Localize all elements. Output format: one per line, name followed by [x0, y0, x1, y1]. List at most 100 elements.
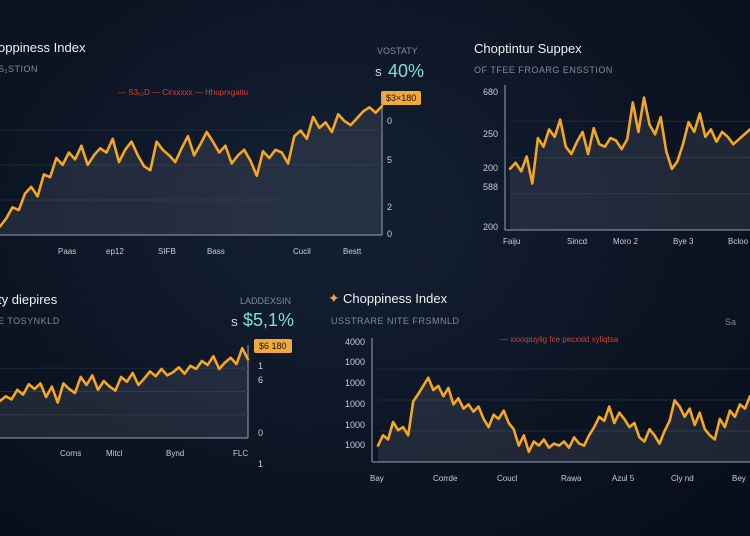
- corner-label: VOSTATY: [377, 46, 418, 56]
- data-point: [137, 154, 139, 157]
- data-point: [628, 426, 631, 428]
- data-point: [514, 161, 517, 164]
- data-point: [583, 444, 585, 447]
- data-point: [178, 366, 180, 369]
- x-tick: Coucl: [497, 474, 518, 483]
- data-point: [255, 175, 258, 177]
- data-point: [683, 416, 686, 418]
- series-area: [0, 348, 248, 438]
- series-line: [0, 104, 384, 228]
- stat-value: 40%: [388, 61, 425, 81]
- chart-subtitle: E TOSYNKLD: [0, 316, 60, 326]
- data-point: [105, 151, 108, 154]
- data-point: [581, 131, 584, 133]
- data-point: [149, 370, 151, 373]
- data-point: [714, 438, 716, 441]
- data-point: [241, 347, 243, 350]
- data-point: [103, 380, 105, 382]
- data-point: [565, 145, 567, 148]
- data-point: [183, 373, 186, 375]
- y-tick: 250: [483, 129, 499, 139]
- data-point: [392, 421, 394, 423]
- data-point: [632, 101, 634, 104]
- data-point: [168, 154, 170, 157]
- data-point: [518, 444, 520, 447]
- y-tick: 4000: [345, 337, 366, 347]
- data-point: [570, 153, 573, 155]
- y-tick: 1: [258, 459, 264, 469]
- data-point: [85, 384, 88, 386]
- corner-label: Sa: [725, 317, 737, 327]
- data-point: [131, 372, 134, 374]
- data-point: [710, 128, 712, 131]
- data-point: [324, 121, 327, 124]
- data-point: [205, 131, 208, 133]
- data-point: [673, 399, 676, 402]
- data-point: [704, 428, 706, 431]
- data-point: [520, 170, 522, 173]
- series-area: [0, 106, 382, 235]
- data-point: [427, 376, 430, 379]
- data-point: [724, 426, 726, 428]
- data-point: [230, 162, 233, 165]
- data-point: [174, 161, 177, 163]
- data-point: [452, 403, 455, 406]
- data-point: [719, 418, 721, 420]
- data-point: [312, 116, 314, 118]
- x-tick: Bye 3: [673, 237, 694, 246]
- series-line: [0, 346, 250, 404]
- chart-subtitle: USSTRARE NITE FRSMNLD: [331, 316, 460, 326]
- data-point: [80, 144, 83, 147]
- data-point: [381, 105, 383, 107]
- data-point: [108, 385, 111, 388]
- data-point: [653, 434, 656, 437]
- data-point: [362, 110, 365, 113]
- corner-label: LADDEXSIN: [240, 296, 292, 306]
- data-point: [447, 387, 450, 389]
- data-point: [51, 385, 53, 388]
- data-point: [663, 430, 666, 433]
- data-point: [16, 389, 19, 391]
- data-point: [477, 405, 480, 408]
- data-point: [154, 375, 157, 378]
- data-point: [306, 138, 308, 140]
- data-point: [603, 420, 605, 422]
- y-tick: 200: [483, 163, 499, 173]
- data-point: [243, 149, 245, 151]
- data-point: [262, 150, 264, 152]
- data-point: [437, 385, 440, 387]
- data-point: [160, 368, 163, 370]
- series-line: [508, 96, 750, 185]
- stat-prefix: S: [375, 68, 382, 79]
- x-tick: Corns: [60, 449, 82, 458]
- y-tick: 200: [483, 222, 499, 232]
- data-point: [643, 440, 646, 443]
- data-point: [195, 368, 197, 370]
- x-tick: Bass: [207, 247, 225, 256]
- data-point: [422, 385, 425, 387]
- data-point: [633, 422, 636, 424]
- data-point: [442, 395, 445, 398]
- data-point: [598, 143, 601, 145]
- data-point: [224, 144, 227, 147]
- data-point: [668, 420, 671, 422]
- data-point: [687, 121, 690, 123]
- x-tick: Bynd: [166, 449, 185, 458]
- data-point: [462, 407, 465, 410]
- data-point: [206, 364, 209, 366]
- data-point: [726, 136, 729, 138]
- data-point: [24, 192, 26, 195]
- data-point: [654, 133, 656, 136]
- data-point: [688, 407, 691, 410]
- data-point: [130, 140, 133, 143]
- data-point: [45, 396, 47, 398]
- data-point: [349, 124, 352, 126]
- data-point: [512, 428, 515, 431]
- data-point: [538, 444, 540, 447]
- x-tick: Mitcl: [106, 449, 123, 458]
- data-point: [659, 116, 662, 118]
- data-point: [482, 418, 485, 420]
- data-point: [457, 397, 460, 400]
- y-tick: 1000: [345, 357, 366, 367]
